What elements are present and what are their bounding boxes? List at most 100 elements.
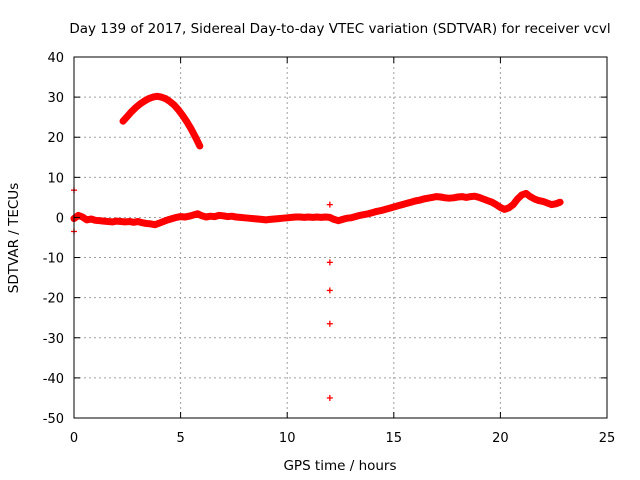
series-arc (119, 92, 204, 150)
x-tick-label: 25 (599, 431, 616, 446)
data-point (373, 208, 380, 215)
data-point (510, 201, 517, 208)
series-main-trace (70, 189, 564, 229)
data-point (471, 193, 478, 200)
y-tick-label: -20 (43, 292, 64, 307)
y-tick-label: 20 (47, 131, 64, 146)
grid (74, 57, 607, 418)
plot-frame (73, 56, 608, 419)
data-point (437, 193, 444, 200)
data-point (79, 214, 86, 221)
data-point (505, 204, 512, 211)
data-point (348, 214, 355, 221)
data-point (326, 201, 333, 208)
x-tick-label: 15 (386, 431, 403, 446)
data-point (531, 195, 538, 202)
y-tick-label: 0 (56, 211, 64, 226)
x-tick-label: 10 (279, 431, 296, 446)
data-point (137, 100, 144, 107)
y-axis-label: SDTVAR / TECUs (6, 183, 22, 293)
data-point (335, 217, 342, 224)
data-point (147, 220, 154, 227)
data-point (326, 320, 333, 327)
x-tick-label: 20 (492, 431, 509, 446)
data-point (552, 200, 559, 207)
data-point (181, 214, 188, 221)
chart-title: Day 139 of 2017, Sidereal Day-to-day VTE… (69, 21, 610, 37)
data-point (501, 206, 508, 213)
data-point (158, 94, 165, 101)
data-point (166, 98, 173, 105)
data-point (326, 214, 333, 221)
data-point (420, 195, 427, 202)
data-point (156, 220, 163, 227)
y-tick-label: -40 (43, 372, 64, 387)
data-point (109, 218, 116, 225)
data-point (352, 213, 359, 220)
data-point (179, 112, 186, 119)
data-point (128, 108, 135, 115)
y-tick-label: 40 (47, 51, 64, 66)
data-point (130, 219, 137, 226)
data-point (403, 200, 410, 207)
data-point (126, 218, 133, 225)
y-tick-label: -10 (43, 252, 64, 267)
data-point (228, 213, 235, 220)
data-point (139, 219, 146, 226)
data-point (480, 195, 487, 202)
data-point (463, 194, 470, 201)
data-point (194, 210, 201, 217)
data-point (356, 212, 363, 219)
data-point (149, 94, 156, 101)
data-point (173, 214, 180, 221)
data-point (196, 143, 203, 150)
data-point (540, 198, 547, 205)
data-point (145, 95, 152, 102)
data-point (386, 205, 393, 212)
data-point (162, 95, 169, 102)
data-point (399, 201, 406, 208)
data-point (369, 209, 376, 216)
data-point (175, 106, 182, 113)
data-point (459, 193, 466, 200)
data-point (326, 259, 333, 266)
x-axis-label: GPS time / hours (283, 458, 396, 474)
data-point (141, 98, 148, 105)
data-point (416, 197, 423, 204)
data-point (132, 104, 139, 111)
data-point (124, 113, 131, 120)
data-point (412, 197, 419, 204)
data-point (497, 204, 504, 211)
data-point (169, 215, 176, 222)
y-tick-label: 10 (47, 171, 64, 186)
y-tick-label: -30 (43, 332, 64, 347)
data-point (527, 193, 534, 200)
data-point (326, 287, 333, 294)
x-tick-label: 5 (176, 431, 184, 446)
data-point (365, 210, 372, 217)
data-point (544, 200, 551, 207)
data-point (211, 213, 218, 220)
y-tick-label: -50 (43, 412, 64, 427)
data-point (88, 216, 95, 223)
data-point (171, 102, 178, 109)
data-point (120, 118, 127, 125)
data-point (164, 216, 171, 223)
data-point (518, 191, 525, 198)
data-point (476, 194, 483, 201)
x-tick-label: 0 (70, 431, 78, 446)
data-point (152, 221, 159, 228)
data-point (522, 190, 529, 197)
data-point (186, 213, 193, 220)
data-point (203, 214, 210, 221)
data-point (331, 216, 338, 223)
data-point (407, 199, 414, 206)
data-point (514, 195, 521, 202)
y-tick-label: 30 (47, 91, 64, 106)
data-point (154, 93, 161, 100)
data-point (378, 207, 385, 214)
data-point (424, 195, 431, 202)
series-band (119, 92, 204, 150)
data-point (548, 201, 555, 208)
